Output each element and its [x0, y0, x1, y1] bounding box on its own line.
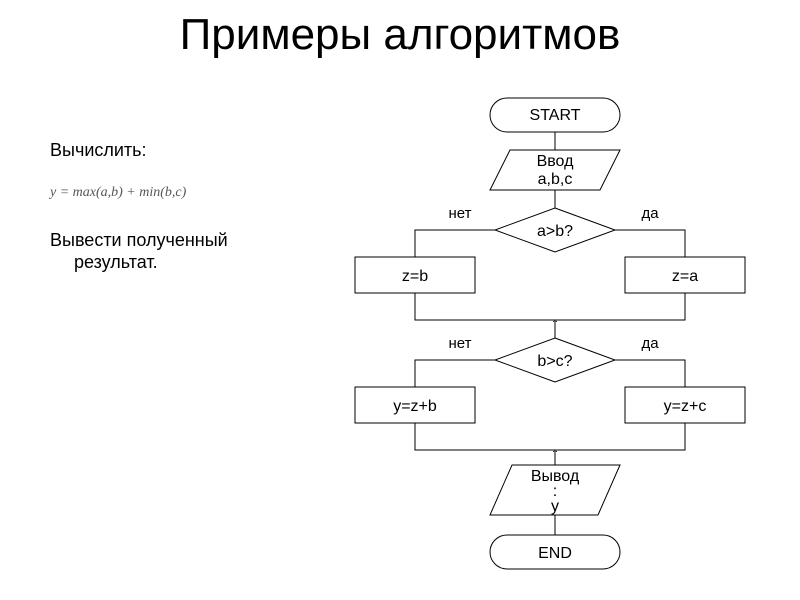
node-decision-2-label: b>c? [537, 353, 572, 370]
edge [555, 293, 685, 320]
node-yc-label: y=z+c [664, 398, 707, 415]
node-start-label: START [530, 107, 581, 124]
flowchart: START Ввод a,b,c a>b? нет да z=b z=a .. … [0, 0, 800, 600]
edge [415, 293, 555, 320]
edge [415, 360, 495, 387]
node-zb-label: z=b [402, 268, 428, 285]
edge-label-d1-no: нет [449, 205, 472, 222]
edge [555, 423, 685, 450]
node-end: END [490, 535, 620, 569]
node-input-label-1: Ввод [537, 153, 575, 170]
node-decision-2: b>c? [495, 338, 615, 382]
node-za-label: z=a [672, 268, 698, 285]
edge-label-d2-no: нет [449, 335, 472, 352]
edge [615, 230, 685, 257]
node-start: START [490, 98, 620, 132]
node-output-label-3: y [551, 498, 559, 515]
edge-label-d1-yes: да [641, 205, 659, 222]
node-input-label-2: a,b,c [538, 171, 573, 188]
node-input: Ввод a,b,c [490, 150, 620, 190]
edge [615, 360, 685, 387]
node-decision-1: a>b? [495, 208, 615, 252]
node-decision-1-label: a>b? [537, 223, 573, 240]
edge [415, 423, 555, 450]
node-zb: z=b [355, 257, 475, 293]
node-yb: y=z+b [355, 387, 475, 423]
node-za: z=a [625, 257, 745, 293]
node-yb-label: y=z+b [393, 398, 437, 415]
edge-label-d2-yes: да [641, 335, 659, 352]
node-yc: y=z+c [625, 387, 745, 423]
node-end-label: END [538, 545, 572, 562]
edge [415, 230, 495, 257]
node-output: Вывод : y [490, 465, 620, 515]
